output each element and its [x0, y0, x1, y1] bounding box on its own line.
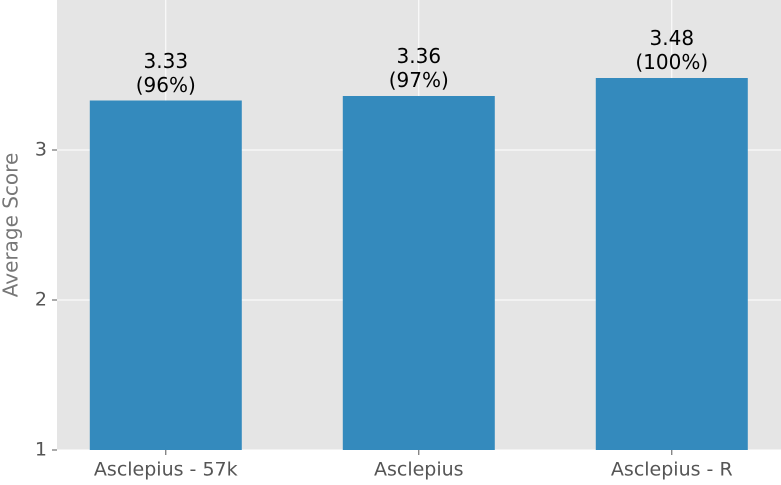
y-tick-label: 2: [35, 289, 47, 311]
bar: [89, 100, 242, 450]
data-label: 3.33 (96%): [135, 48, 196, 97]
bar: [342, 96, 495, 450]
bar: [595, 78, 748, 450]
data-label: 3.36 (97%): [388, 44, 449, 92]
y-tick-label: 3: [35, 139, 47, 161]
data-label: 3.48 (100%): [635, 26, 709, 74]
x-tick-label: Asclepius - R: [611, 459, 733, 481]
y-tick-label: 1: [35, 439, 47, 461]
y-axis-label: Average Score: [0, 153, 23, 298]
x-tick-label: Asclepius: [374, 459, 464, 481]
x-tick-label: Asclepius - 57k: [94, 459, 238, 481]
